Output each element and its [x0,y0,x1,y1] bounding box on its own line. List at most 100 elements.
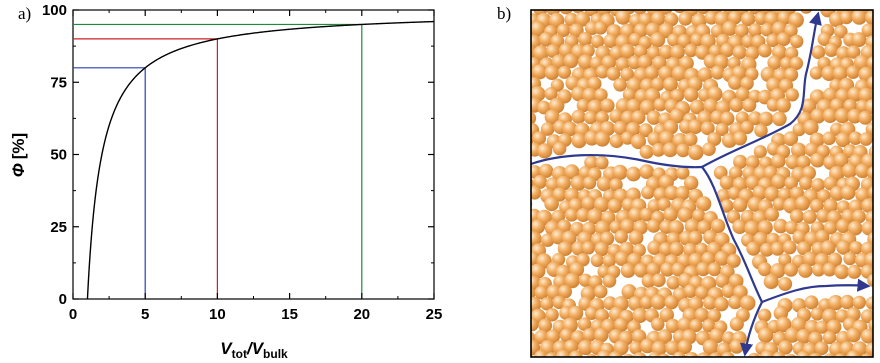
particle [822,131,836,146]
particle [836,46,851,61]
particle [593,21,608,35]
particle [630,133,647,150]
particle [537,143,553,159]
particle [735,87,750,102]
particle [581,241,596,255]
particle [532,64,548,80]
particle [545,308,559,322]
particle [740,120,754,135]
particle [710,65,725,80]
particle [860,309,873,324]
particle [602,274,617,288]
particle [728,273,744,289]
particle [644,65,659,80]
particle [564,339,579,354]
percolation-channels [531,11,871,357]
particle [703,229,718,245]
particle [633,44,648,59]
particle [783,197,799,214]
particle [780,57,794,71]
particle [722,20,738,36]
particle [584,155,599,170]
particle [860,353,873,357]
particle [855,163,870,179]
particle [596,176,613,192]
particle [789,56,804,70]
panel-a-label: a) [18,4,31,23]
particle [677,317,693,333]
particle [594,88,608,102]
particle [628,207,644,223]
particle [533,174,548,189]
particle [647,240,662,255]
particle [664,185,680,201]
particle [647,131,662,147]
particle [678,11,693,26]
particle [865,122,873,136]
particle [633,263,649,278]
particle [684,175,699,191]
particle [563,53,579,69]
particle [622,88,637,102]
particle [688,119,703,134]
particle [810,199,824,213]
particle [802,209,817,224]
particle [544,196,559,212]
particle [792,123,806,137]
x-axis-title: Vtot/Vbulk [220,339,288,361]
particle [835,132,851,148]
particle [784,67,799,82]
particle [861,220,873,236]
particle [795,196,810,211]
particle [544,65,560,80]
particle [582,176,597,190]
particle [660,262,675,277]
particle [650,294,666,310]
particle [852,295,866,310]
particle [669,108,685,124]
particle [651,143,666,157]
particle [559,328,574,343]
particle [675,185,690,201]
particle [676,166,690,180]
particle [784,176,798,190]
particle [703,295,717,310]
x-tick-label: 5 [141,306,149,323]
particle [720,43,735,58]
particle [595,110,609,125]
particle [577,54,594,70]
particle [546,44,560,58]
particle [757,262,772,277]
particle [864,252,873,268]
particle [565,208,579,222]
particle [783,131,799,147]
particle [646,219,661,233]
particle [848,131,863,145]
particle [823,353,836,357]
particle [785,88,799,102]
series-line-phi [86,20,435,300]
particle [667,33,681,47]
particle [707,132,722,147]
particle [733,154,748,169]
particle [688,296,704,312]
channel-left [531,154,704,169]
particle [531,10,532,14]
particle [587,208,603,225]
particle [709,328,725,344]
particle [684,218,700,234]
particle [663,77,678,92]
particle [648,351,662,357]
particle [748,111,763,126]
particle [540,297,554,311]
particle [639,123,653,138]
particle [745,155,760,170]
particle [556,175,571,191]
particle [832,66,848,81]
particle [620,67,635,82]
particle [575,11,590,27]
particle [822,330,837,345]
particle [776,98,791,113]
particle [651,317,665,331]
particle [676,143,690,158]
